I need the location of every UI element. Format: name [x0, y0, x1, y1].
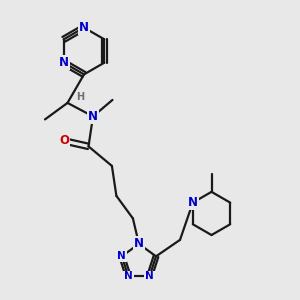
Text: N: N [124, 272, 133, 281]
Text: N: N [145, 272, 154, 281]
Text: N: N [188, 196, 198, 209]
Text: N: N [117, 251, 126, 261]
Text: N: N [59, 56, 69, 69]
Text: N: N [79, 21, 89, 34]
Text: N: N [134, 237, 144, 250]
Text: H: H [76, 92, 84, 103]
Text: O: O [59, 134, 70, 148]
Text: N: N [88, 110, 98, 123]
